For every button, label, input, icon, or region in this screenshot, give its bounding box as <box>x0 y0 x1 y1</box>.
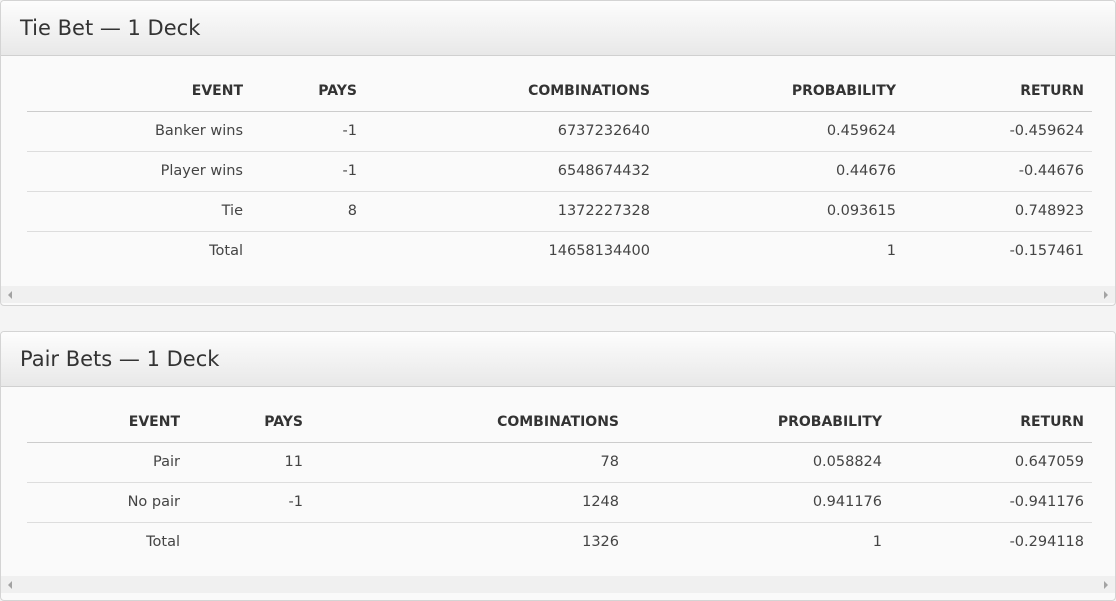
table-row: Tie 8 1372227328 0.093615 0.748923 <box>27 191 1092 232</box>
cell-event: Pair <box>27 442 188 483</box>
cell-pays <box>251 231 365 271</box>
col-return: RETURN <box>890 402 1092 443</box>
scroll-left-arrow-icon[interactable] <box>8 291 12 299</box>
cell-pays: 8 <box>251 191 365 232</box>
panel-title: Pair Bets — 1 Deck <box>1 332 1115 387</box>
cell-combinations: 14658134400 <box>548 243 650 260</box>
panel-title: Tie Bet — 1 Deck <box>1 1 1115 56</box>
horizontal-scrollbar[interactable] <box>1 576 1115 593</box>
tie-bet-panel: Tie Bet — 1 Deck EVENT PAYS COMBINATIONS… <box>0 0 1116 306</box>
col-event: EVENT <box>27 71 251 112</box>
cell-probability: 0.941176 <box>627 482 890 523</box>
col-combinations: COMBINATIONS <box>311 402 627 443</box>
cell-return: -0.294118 <box>1009 534 1084 551</box>
cell-event: Total <box>146 534 180 551</box>
horizontal-scrollbar[interactable] <box>1 286 1115 303</box>
pair-bets-table: EVENT PAYS COMBINATIONS PROBABILITY RETU… <box>27 402 1092 562</box>
cell-combinations: 6548674432 <box>365 151 658 192</box>
table-row: Total 14658134400 1 -0.157461 <box>27 231 1092 271</box>
cell-event: Banker wins <box>27 111 251 152</box>
cell-return: 0.748923 <box>904 191 1092 232</box>
cell-combinations: 1326 <box>582 534 619 551</box>
col-combinations: COMBINATIONS <box>365 71 658 112</box>
table-row: Pair 11 78 0.058824 0.647059 <box>27 442 1092 483</box>
cell-combinations: 78 <box>311 442 627 483</box>
tie-bet-table: EVENT PAYS COMBINATIONS PROBABILITY RETU… <box>27 71 1092 271</box>
scroll-right-arrow-icon[interactable] <box>1104 581 1108 589</box>
col-pays: PAYS <box>188 402 311 443</box>
cell-pays <box>188 522 311 562</box>
cell-pays: -1 <box>251 151 365 192</box>
col-pays: PAYS <box>251 71 365 112</box>
header-row: EVENT PAYS COMBINATIONS PROBABILITY RETU… <box>27 402 1092 443</box>
col-return: RETURN <box>904 71 1092 112</box>
header-row: EVENT PAYS COMBINATIONS PROBABILITY RETU… <box>27 71 1092 112</box>
cell-combinations: 1248 <box>311 482 627 523</box>
scroll-left-arrow-icon[interactable] <box>8 581 12 589</box>
cell-event: No pair <box>27 482 188 523</box>
table-row: Total 1326 1 -0.294118 <box>27 522 1092 562</box>
cell-event: Tie <box>27 191 251 232</box>
table-row: No pair -1 1248 0.941176 -0.941176 <box>27 482 1092 523</box>
cell-combinations: 1372227328 <box>365 191 658 232</box>
cell-probability: 0.058824 <box>627 442 890 483</box>
cell-probability: 1 <box>886 243 896 260</box>
cell-pays: -1 <box>188 482 311 523</box>
cell-return: 0.647059 <box>890 442 1092 483</box>
cell-return: -0.941176 <box>890 482 1092 523</box>
table-row: Banker wins -1 6737232640 0.459624 -0.459624 <box>27 111 1092 152</box>
cell-probability: 1 <box>872 534 882 551</box>
cell-combinations: 6737232640 <box>365 111 658 152</box>
cell-pays: -1 <box>251 111 365 152</box>
pair-bets-panel: Pair Bets — 1 Deck EVENT PAYS COMBINATIO… <box>0 331 1116 601</box>
scroll-right-arrow-icon[interactable] <box>1104 291 1108 299</box>
cell-return: -0.459624 <box>904 111 1092 152</box>
col-probability: PROBABILITY <box>627 402 890 443</box>
col-probability: PROBABILITY <box>658 71 904 112</box>
cell-event: Player wins <box>27 151 251 192</box>
cell-probability: 0.44676 <box>658 151 904 192</box>
cell-probability: 0.093615 <box>658 191 904 232</box>
table-row: Player wins -1 6548674432 0.44676 -0.44676 <box>27 151 1092 192</box>
cell-return: -0.157461 <box>1009 243 1084 260</box>
cell-probability: 0.459624 <box>658 111 904 152</box>
cell-pays: 11 <box>188 442 311 483</box>
cell-return: -0.44676 <box>904 151 1092 192</box>
col-event: EVENT <box>27 402 188 443</box>
cell-event: Total <box>209 243 243 260</box>
